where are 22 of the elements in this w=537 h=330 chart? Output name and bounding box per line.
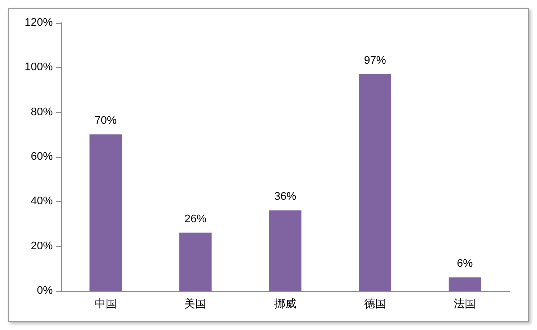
- bar: [90, 134, 122, 291]
- y-tick-label: 40%: [30, 196, 54, 208]
- data-label: 36%: [274, 191, 297, 204]
- x-tick-label: 美国: [184, 298, 207, 310]
- bar: [269, 210, 302, 291]
- y-tick-label: 20%: [30, 240, 54, 252]
- bar: [359, 74, 392, 291]
- y-tick-label: 60%: [30, 151, 54, 163]
- data-label: 97%: [364, 54, 387, 67]
- y-tick-label: 0%: [37, 285, 54, 297]
- y-tick-label: 120%: [24, 17, 54, 29]
- y-tick-label: 100%: [24, 62, 54, 74]
- x-tick-label: 挪威: [274, 298, 296, 310]
- bar: [448, 278, 482, 291]
- x-tick-label: 法国: [454, 298, 476, 310]
- data-label: 26%: [184, 213, 207, 226]
- data-label: 70%: [94, 115, 118, 128]
- x-tick-label: 中国: [94, 298, 117, 310]
- x-tick-label: 德国: [364, 298, 386, 310]
- bar: [180, 232, 212, 291]
- y-tick-label: 80%: [30, 106, 54, 118]
- data-label: 6%: [457, 258, 474, 270]
